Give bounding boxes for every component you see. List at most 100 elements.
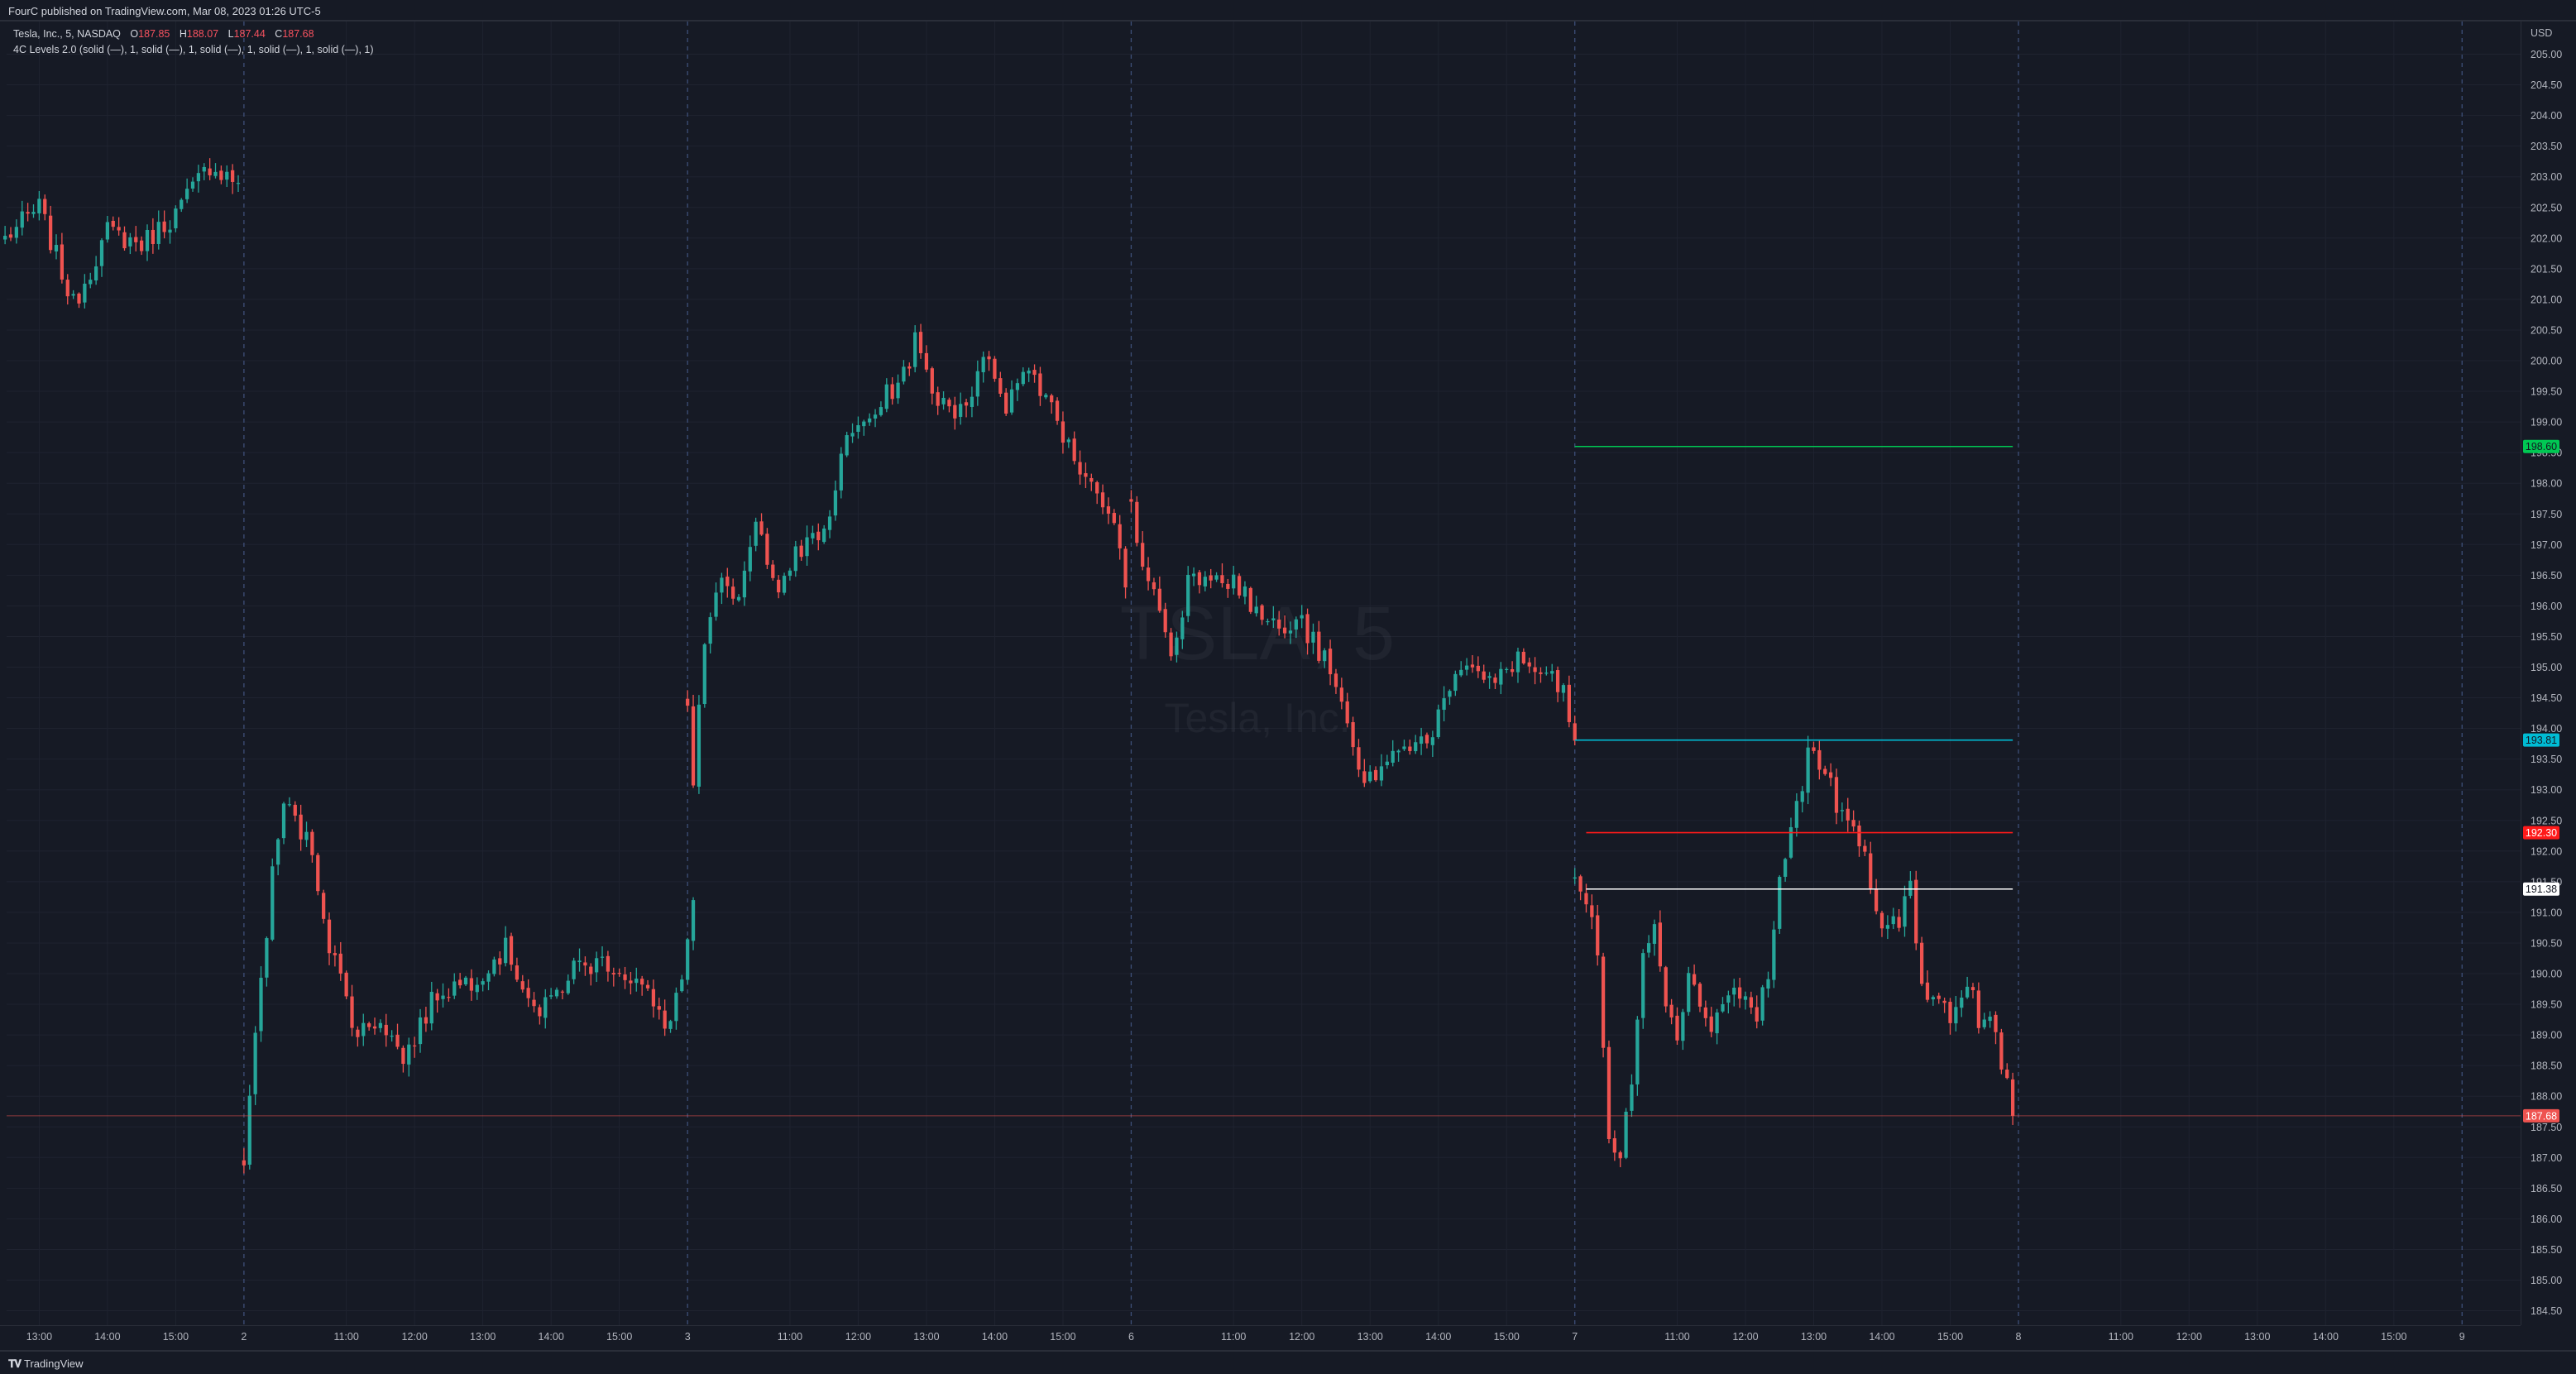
candle-body (987, 356, 991, 360)
high-label: H (179, 28, 187, 40)
time-tick-label: 12:00 (1289, 1331, 1314, 1343)
candle-body (583, 962, 587, 966)
candle-body (799, 545, 803, 558)
candle-body (708, 617, 712, 644)
candle-body (1414, 742, 1418, 752)
candle-body (1084, 473, 1088, 477)
candle-body (1903, 896, 1907, 927)
candle-body (1243, 586, 1247, 597)
candle-body (475, 984, 479, 993)
candle-body (1135, 501, 1139, 543)
candle-body (1078, 462, 1082, 475)
candle-body (356, 1029, 360, 1037)
candle-body (310, 831, 314, 855)
candle-body (322, 893, 326, 919)
time-tick-label: 12:00 (402, 1331, 428, 1343)
candle-body (1232, 574, 1236, 589)
candle-body (1851, 820, 1855, 827)
candle-body (560, 991, 565, 993)
chart-legend: Tesla, Inc., 5, NASDAQ O187.85 H188.07 L… (13, 26, 374, 58)
candle-body (720, 577, 724, 593)
price-axis[interactable]: USD 184.50 185.00 185.50 186.00 186.50 187.00 1… (2521, 22, 2576, 1325)
candle-body (1612, 1138, 1616, 1153)
price-tick-label: 186.50 (2531, 1183, 2562, 1194)
candle-body (1539, 672, 1543, 674)
candle-body (54, 245, 59, 251)
candle-body (180, 199, 184, 209)
candle-body (936, 392, 940, 406)
candle-body (1072, 438, 1076, 462)
candle-body (822, 528, 826, 543)
candle-body (1271, 618, 1276, 620)
price-tick-label: 195.50 (2531, 631, 2562, 643)
candle-body (1800, 791, 1804, 802)
candle-body (1169, 632, 1173, 657)
candle-body (1476, 665, 1480, 672)
candle-body (731, 586, 735, 599)
time-tick-label: 8 (2016, 1331, 2022, 1343)
candle-body (686, 939, 690, 980)
candle-body (993, 358, 997, 379)
candle-body (777, 579, 781, 593)
candle-body (37, 199, 41, 213)
candle-body (156, 222, 160, 244)
candle-body (372, 1026, 377, 1029)
candle-body (1726, 995, 1731, 1003)
candle-body (1515, 651, 1520, 673)
candle-body (1089, 477, 1094, 482)
price-tick-label: 200.50 (2531, 324, 2562, 336)
candle-body (736, 596, 741, 601)
candle-body (827, 516, 832, 530)
indicator-legend[interactable]: 4C Levels 2.0 (solid (—), 1, solid (—), … (13, 44, 374, 55)
candle-body (1994, 1014, 1998, 1032)
candle-body (1635, 1019, 1640, 1084)
candle-body (1817, 749, 1822, 770)
candle-body (759, 521, 764, 535)
time-axis[interactable]: 13:00 14:00 15:00 2 11:00 12:00 13:00 14:00 15:0… (0, 1325, 2521, 1343)
tradingview-logo[interactable]: 𝐓𝐕 TradingView (8, 1357, 84, 1371)
candle-body (873, 414, 878, 419)
symbol-legend[interactable]: Tesla, Inc., 5, NASDAQ O187.85 H188.07 L… (13, 26, 374, 42)
candle-body (1470, 664, 1475, 668)
price-tick-label: 189.50 (2531, 999, 2562, 1011)
candle-body (236, 183, 241, 184)
time-tick-label: 14:00 (94, 1331, 120, 1343)
candle-body (452, 981, 457, 996)
candle-body (1112, 513, 1116, 524)
candle-body (1675, 1015, 1679, 1041)
price-tick-label: 205.00 (2531, 49, 2562, 60)
candle-body (1391, 750, 1395, 764)
last-price-badge (2523, 1108, 2559, 1123)
candle-body (1652, 924, 1657, 944)
low-label: L (227, 28, 234, 40)
candle-body (1561, 685, 1566, 693)
candle-body (174, 208, 178, 228)
time-tick-label: 15:00 (2381, 1331, 2406, 1343)
candle-body (907, 366, 912, 369)
candle-body (554, 989, 559, 997)
candle-body (1948, 1002, 1952, 1023)
price-tick-label: 196.00 (2531, 601, 2562, 612)
price-tick-label: 189.00 (2531, 1030, 2562, 1041)
candle-body (600, 956, 605, 958)
candle-body (1988, 1016, 1992, 1022)
candle-body (31, 212, 36, 214)
candle-body (1982, 1019, 1986, 1027)
candle-body (1294, 619, 1298, 630)
candle-body (1123, 548, 1128, 588)
candle-body (1214, 575, 1219, 580)
candle-body (1846, 808, 1850, 821)
candle-body (1260, 605, 1264, 620)
time-tick-label: 6 (1128, 1331, 1134, 1343)
time-tick-label: 15:00 (1050, 1331, 1075, 1343)
candle-body (611, 973, 615, 975)
logo-text: TradingView (24, 1357, 84, 1370)
candle-body (1618, 1152, 1622, 1159)
price-tick-label: 204.50 (2531, 79, 2562, 91)
price-tick-label: 187.00 (2531, 1152, 2562, 1164)
candle-body (617, 973, 621, 974)
price-tick-label: 184.50 (2531, 1305, 2562, 1317)
candle-body (532, 999, 536, 1007)
candle-body (1624, 1111, 1628, 1158)
